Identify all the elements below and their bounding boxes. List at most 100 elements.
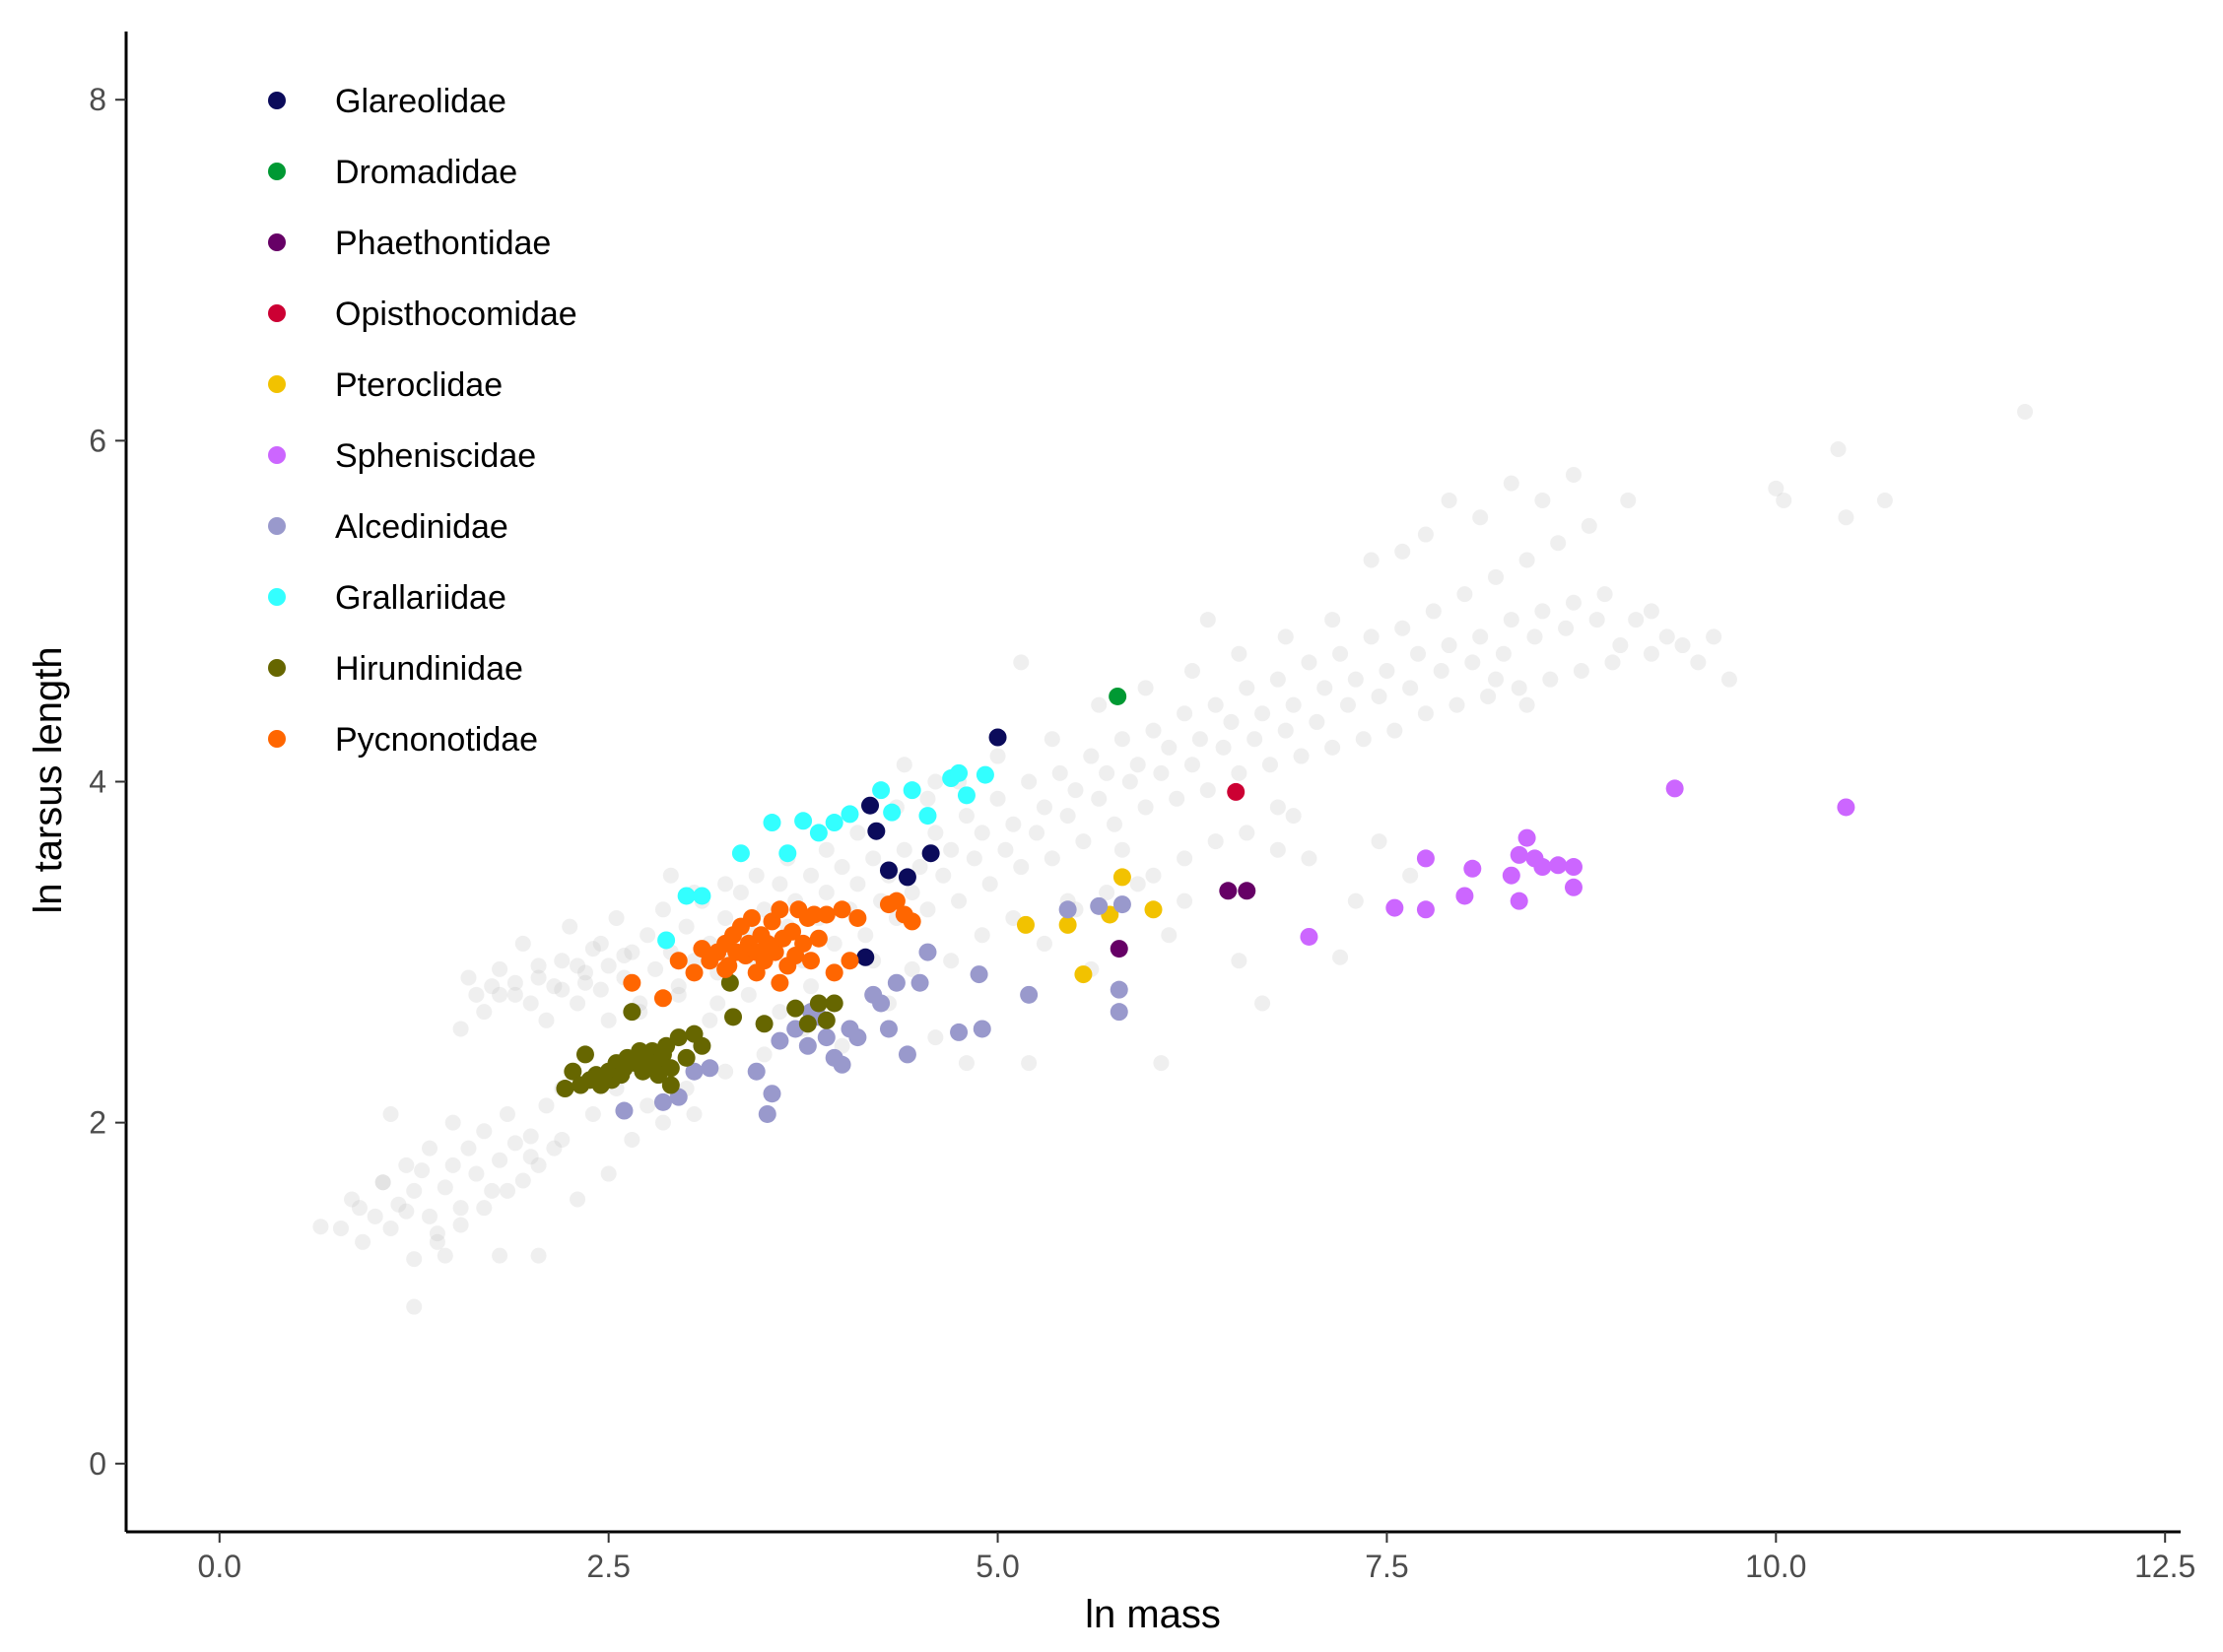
background-point: [974, 927, 990, 944]
background-point: [981, 876, 998, 892]
legend-swatch: [268, 163, 286, 180]
background-point: [592, 981, 609, 998]
background-point: [562, 918, 578, 935]
background-point: [1503, 612, 1519, 628]
legend-swatch: [268, 446, 286, 464]
background-point: [1261, 757, 1278, 773]
point-grallariidae: [872, 781, 891, 800]
background-point: [958, 808, 975, 825]
background-point: [1542, 671, 1559, 688]
background-point: [1199, 612, 1216, 628]
x-tick-label: 10.0: [1745, 1549, 1806, 1584]
legend-label: Grallariidae: [335, 579, 506, 617]
background-point: [1472, 509, 1489, 526]
background-point: [1324, 612, 1341, 628]
background-point: [538, 1097, 555, 1114]
legend-swatch: [268, 659, 286, 677]
point-pycnonotidae: [771, 973, 789, 992]
point-hirundinidae: [817, 1011, 836, 1029]
point-grallariidae: [809, 824, 828, 842]
point-pycnonotidae: [623, 973, 641, 992]
point-pycnonotidae: [841, 952, 859, 970]
point-pycnonotidae: [653, 989, 672, 1008]
point-hirundinidae: [786, 999, 805, 1018]
background-point: [1199, 782, 1216, 799]
point-hirundinidae: [634, 1062, 652, 1081]
point-alcedinidae: [910, 973, 929, 992]
point-pycnonotidae: [848, 908, 867, 927]
background-point: [499, 1182, 515, 1199]
background-point: [344, 1191, 361, 1208]
background-point: [966, 850, 982, 867]
background-point: [546, 978, 563, 995]
background-point: [406, 1298, 423, 1315]
background-point: [670, 978, 687, 995]
point-hirundinidae: [575, 1045, 594, 1064]
background-point: [530, 1247, 547, 1264]
background-point: [1838, 509, 1854, 526]
point-alcedinidae: [973, 1020, 991, 1038]
point-spheniscidae: [1416, 900, 1435, 919]
background-point: [1215, 739, 1232, 756]
point-spheniscidae: [1416, 849, 1435, 868]
background-point: [437, 1247, 453, 1264]
background-point: [1021, 1055, 1038, 1072]
background-point: [1231, 953, 1247, 969]
background-point: [355, 1233, 371, 1250]
background-points-layer: [312, 403, 2034, 1315]
legend-swatch: [268, 304, 286, 322]
background-point: [865, 850, 882, 867]
background-point: [1293, 748, 1310, 764]
background-point: [1246, 731, 1263, 748]
background-point: [1013, 859, 1030, 876]
background-point: [398, 1203, 415, 1220]
background-point: [1472, 628, 1489, 645]
background-point: [740, 986, 757, 1003]
series-opisthocomidae: [1227, 782, 1246, 801]
background-point: [1316, 680, 1333, 696]
point-pycnonotidae: [747, 963, 766, 982]
point-pycnonotidae: [887, 892, 906, 910]
point-pycnonotidae: [805, 905, 824, 924]
background-point: [484, 1182, 501, 1199]
background-point: [390, 1196, 407, 1213]
background-point: [849, 825, 866, 841]
background-point: [989, 790, 1006, 807]
background-point: [616, 948, 633, 964]
point-spheniscidae: [1549, 856, 1568, 875]
point-glareolidae: [879, 861, 898, 880]
background-point: [414, 1162, 431, 1179]
background-point: [1433, 663, 1449, 680]
x-tick-label: 0.0: [198, 1549, 241, 1584]
background-point: [748, 867, 765, 884]
point-spheniscidae: [1665, 779, 1684, 798]
background-point: [1347, 671, 1364, 688]
point-hirundinidae: [724, 1008, 743, 1026]
background-point: [1550, 535, 1567, 552]
background-point: [506, 986, 523, 1003]
background-point: [584, 1105, 601, 1122]
background-point: [919, 901, 936, 918]
background-point: [570, 995, 586, 1012]
point-hirundinidae: [798, 1015, 817, 1033]
legend: Glareolidae Dromadidae Phaethontidae Opisth…: [268, 83, 577, 759]
background-point: [1720, 671, 1737, 688]
point-hirundinidae: [720, 973, 739, 992]
point-spheniscidae: [1463, 859, 1482, 878]
background-point: [1558, 620, 1575, 636]
point-hirundinidae: [657, 1036, 676, 1055]
point-glareolidae: [988, 728, 1007, 747]
point-hirundinidae: [809, 994, 828, 1013]
point-alcedinidae: [1112, 895, 1131, 914]
legend-item: Pteroclidae: [268, 366, 503, 404]
background-point: [818, 841, 835, 858]
background-point: [600, 958, 617, 974]
background-point: [367, 1208, 383, 1224]
background-point: [989, 748, 1006, 764]
series-pycnonotidae: [623, 892, 921, 1008]
background-point: [1044, 731, 1060, 748]
background-point: [927, 773, 944, 790]
background-point: [1417, 705, 1434, 722]
background-point: [951, 892, 968, 909]
